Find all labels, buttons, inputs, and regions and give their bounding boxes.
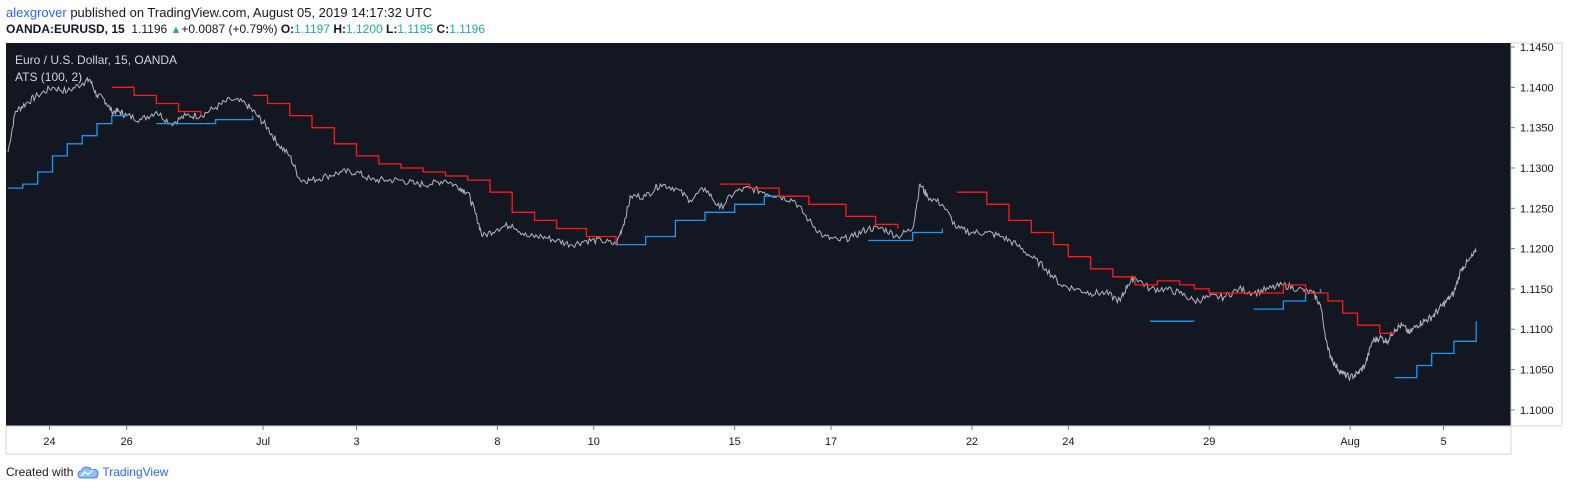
time-axis[interactable] <box>5 425 1512 455</box>
ats-up-segment <box>8 114 127 189</box>
time-tick-label: 10 <box>588 436 600 448</box>
symbol-info: OANDA:EURUSD, 15 1.1196 ▲+0.0087 (+0.79%… <box>6 22 485 36</box>
time-tick-label: 17 <box>825 436 837 448</box>
price-tick-label: 1.1300 <box>1520 163 1554 175</box>
series-layer <box>7 77 1477 381</box>
close-value: 1.1196 <box>449 22 486 36</box>
ats-up-segment <box>156 115 254 125</box>
open-label: O: <box>280 22 295 36</box>
plot-area[interactable] <box>6 43 1511 426</box>
high-label: H: <box>333 22 346 36</box>
time-tick-label: Aug <box>1340 436 1360 448</box>
price-tick-label: 1.1400 <box>1520 82 1554 94</box>
time-tick-label: 3 <box>353 436 359 448</box>
time-tick-label: 26 <box>121 436 133 448</box>
price-tick-label: 1.1150 <box>1520 284 1553 296</box>
ats-up-segment <box>868 228 943 242</box>
price-change: +0.0087 (+0.79%) <box>181 22 278 36</box>
price-tick-label: 1.1100 <box>1520 324 1553 336</box>
ats-up-segment <box>1394 321 1477 379</box>
ats-down-segment <box>719 183 899 229</box>
created-with-text: Created with <box>6 465 74 479</box>
time-tick-label: 29 <box>1203 436 1215 448</box>
publish-text: published on TradingView.com, August 05,… <box>66 5 433 20</box>
chart-title: Euro / U.S. Dollar, 15, OANDA <box>15 53 177 67</box>
low-label: L: <box>386 22 398 36</box>
price-tick-label: 1.1450 <box>1520 42 1554 54</box>
low-value: 1.1195 <box>397 22 434 36</box>
time-tick-label: 24 <box>1062 436 1074 448</box>
price-axis-ticks: 1.1450 1.1400 1.1350 1.1300 1.1250 1.1200 1.11… <box>1511 42 1554 417</box>
time-tick-label: 22 <box>966 436 978 448</box>
ats-up-segment <box>616 195 794 246</box>
price-tick-label: 1.1350 <box>1520 123 1554 135</box>
price-axis[interactable] <box>1510 42 1563 427</box>
footer: Created with TradingView <box>6 465 168 479</box>
ats-down-segment <box>111 86 202 116</box>
price-tick-label: 1.1050 <box>1520 365 1554 377</box>
time-tick-label: 8 <box>494 436 500 448</box>
price-tick-label: 1.1250 <box>1520 203 1554 215</box>
publish-info: alexgrover published on TradingView.com,… <box>6 5 432 20</box>
time-tick-label: 5 <box>1440 436 1446 448</box>
time-tick-label: Jul <box>256 436 270 448</box>
close-label: C: <box>436 22 450 36</box>
tradingview-link[interactable]: TradingView <box>102 465 169 479</box>
price-tick-label: 1.1200 <box>1520 244 1554 256</box>
last-price: 1.1196 <box>131 22 168 36</box>
time-axis-ticks: 24 26 Jul 3 8 10 15 17 22 24 29 Aug 5 <box>43 426 1447 448</box>
tradingview-cloud-icon <box>77 466 99 479</box>
time-tick-label: 24 <box>43 436 55 448</box>
symbol-label: OANDA:EURUSD, 15 <box>6 22 125 36</box>
price-tick-label: 1.1000 <box>1520 405 1554 417</box>
author-link[interactable]: alexgrover <box>6 5 67 20</box>
open-value: 1.1197 <box>294 22 330 36</box>
high-value: 1.1200 <box>346 22 383 36</box>
ats-down-segment <box>252 94 617 245</box>
time-tick-label: 15 <box>729 436 741 448</box>
up-arrow-icon: ▲ <box>170 24 182 36</box>
ats-down-segment <box>957 191 1395 334</box>
indicator-label: ATS (100, 2) <box>15 70 82 84</box>
